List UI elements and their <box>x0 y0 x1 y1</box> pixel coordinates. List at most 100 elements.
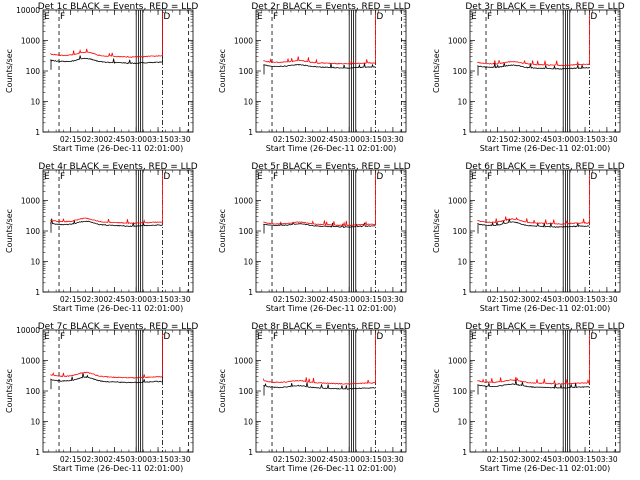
x-axis-label: Start Time (26-Dec-11 02:01:00) <box>480 464 611 473</box>
marker-label: E <box>44 172 50 182</box>
x-axis-label: Start Time (26-Dec-11 02:01:00) <box>266 464 397 473</box>
y-tick-label: 1000 <box>448 357 467 366</box>
x-tick-label: 03:15 <box>574 135 596 144</box>
x-tick-label: 03:30 <box>169 135 191 144</box>
x-tick-label: 03:00 <box>552 455 574 464</box>
x-tick-label: 02:30 <box>82 135 104 144</box>
y-axis-label: Counts/sec <box>218 49 227 93</box>
x-tick-label: 03:30 <box>382 295 404 304</box>
x-tick-label: 03:15 <box>360 455 382 464</box>
y-tick-label: 10 <box>243 98 253 107</box>
lld-series-line <box>477 173 590 225</box>
marker-label: E <box>471 172 477 182</box>
x-tick-label: 03:15 <box>147 295 169 304</box>
y-axis-label: Counts/sec <box>218 209 227 253</box>
marker-label: F <box>273 332 278 342</box>
marker-label: D <box>163 332 170 342</box>
x-tick-label: 02:45 <box>531 135 553 144</box>
y-tick-label: 100 <box>453 67 468 76</box>
x-tick-label: 03:00 <box>125 295 147 304</box>
y-tick-label: 1 <box>462 288 467 297</box>
marker-label: F <box>60 12 65 22</box>
y-tick-label: 1 <box>35 128 40 137</box>
x-tick-label: 02:30 <box>509 295 531 304</box>
x-tick-label: 03:15 <box>574 295 596 304</box>
y-tick-label: 1 <box>462 448 467 457</box>
panel-1: Det 1c BLACK = Events, RED = LLD 1 10 100 10… <box>5 2 198 153</box>
x-tick-label: 02:30 <box>82 295 104 304</box>
panel-8: Det 8r BLACK = Events, RED = LLD 1 10 100 10… <box>218 322 411 473</box>
x-tick-label: 03:15 <box>147 455 169 464</box>
panel-title: Det 4r BLACK = Events, RED = LLD <box>38 162 197 172</box>
plot-frame <box>469 329 621 453</box>
y-tick-label: 100 <box>239 227 254 236</box>
lld-series-line <box>477 13 590 67</box>
x-tick-label: 02:45 <box>104 135 126 144</box>
marker-label: E <box>44 332 50 342</box>
y-tick-label: 1000 <box>234 197 253 206</box>
y-axis-label: Counts/sec <box>5 209 14 253</box>
marker-label: E <box>471 12 477 22</box>
panel-9: Det 9r BLACK = Events, RED = LLD 1 10 100 10… <box>432 322 625 473</box>
events-series-line <box>50 218 163 228</box>
x-axis-label: Start Time (26-Dec-11 02:01:00) <box>480 144 611 153</box>
x-axis-label: Start Time (26-Dec-11 02:01:00) <box>480 304 611 313</box>
panel-title: Det 8r BLACK = Events, RED = LLD <box>251 322 410 332</box>
y-tick-label: 100 <box>453 227 468 236</box>
panel-title: Det 1c BLACK = Events, RED = LLD <box>38 2 199 12</box>
x-tick-label: 03:15 <box>360 135 382 144</box>
panel-3: Det 3r BLACK = Events, RED = LLD 1 10 100 10… <box>432 2 625 153</box>
x-tick-label: 03:00 <box>552 295 574 304</box>
x-tick-label: 03:30 <box>382 455 404 464</box>
y-tick-label: 100 <box>26 67 41 76</box>
y-axis-label: Counts/sec <box>432 369 441 413</box>
marker-label: E <box>471 332 477 342</box>
lld-series-line <box>263 173 376 227</box>
marker-label: D <box>163 172 170 182</box>
y-tick-label: 1 <box>248 128 253 137</box>
y-axis-label: Counts/sec <box>5 49 14 93</box>
x-tick-label: 02:15 <box>273 135 295 144</box>
y-tick-label: 1 <box>248 288 253 297</box>
y-tick-label: 10000 <box>16 6 40 15</box>
x-axis-label: Start Time (26-Dec-11 02:01:00) <box>53 464 184 473</box>
y-tick-label: 10 <box>243 418 253 427</box>
x-tick-label: 02:45 <box>531 295 553 304</box>
x-tick-label: 02:45 <box>531 455 553 464</box>
y-axis-label: Counts/sec <box>5 369 14 413</box>
x-tick-label: 03:15 <box>147 135 169 144</box>
panel-6: Det 6r BLACK = Events, RED = LLD 1 10 100 10… <box>432 162 625 313</box>
marker-label: E <box>257 12 263 22</box>
x-tick-label: 02:30 <box>295 135 317 144</box>
panel-2: Det 2r BLACK = Events, RED = LLD 1 10 100 10… <box>218 2 411 153</box>
marker-label: F <box>60 172 65 182</box>
panel-4: Det 4r BLACK = Events, RED = LLD 1 10 100 10… <box>5 162 198 313</box>
lld-series-line <box>50 11 165 58</box>
panel-title: Det 6r BLACK = Events, RED = LLD <box>465 162 624 172</box>
events-series-line <box>50 14 163 65</box>
events-series-line <box>477 62 590 70</box>
x-tick-label: 03:30 <box>596 295 618 304</box>
y-tick-label: 10 <box>30 418 40 427</box>
x-tick-label: 02:45 <box>104 295 126 304</box>
y-tick-label: 10 <box>457 258 467 267</box>
y-tick-label: 10 <box>457 98 467 107</box>
x-tick-label: 03:30 <box>596 135 618 144</box>
y-tick-label: 100 <box>26 387 41 396</box>
plot-frame <box>42 9 194 133</box>
y-tick-label: 1000 <box>21 197 40 206</box>
x-tick-label: 02:15 <box>487 455 509 464</box>
x-tick-label: 03:00 <box>338 295 360 304</box>
x-tick-label: 03:00 <box>552 135 574 144</box>
x-tick-label: 02:30 <box>509 455 531 464</box>
x-axis-label: Start Time (26-Dec-11 02:01:00) <box>266 304 397 313</box>
marker-label: D <box>590 172 597 182</box>
y-tick-label: 100 <box>453 387 468 396</box>
marker-label: D <box>590 12 597 22</box>
y-tick-label: 1000 <box>448 37 467 46</box>
marker-label: D <box>376 172 383 182</box>
panel-7: Det 7c BLACK = Events, RED = LLD 1 10 100 10… <box>5 322 198 473</box>
marker-label: F <box>487 12 492 22</box>
x-tick-label: 03:00 <box>338 135 360 144</box>
